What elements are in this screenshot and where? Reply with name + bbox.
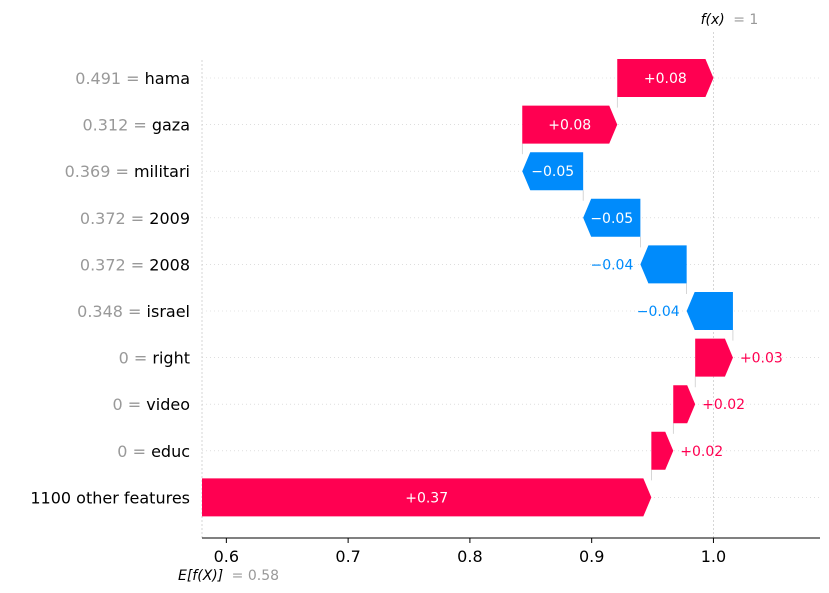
feature-label: 0.369 = militari: [65, 162, 190, 181]
feature-value: 0.491 =: [75, 69, 144, 88]
feature-label: 0 = educ: [117, 442, 190, 461]
feature-name: video: [146, 395, 190, 414]
feature-name: 1100 other features: [30, 488, 190, 507]
x-tick-label: 0.6: [214, 547, 239, 566]
feature-name: 2008: [149, 255, 190, 274]
x-tick-label: 0.9: [579, 547, 604, 566]
bar-hama: [617, 59, 714, 97]
bar-2009: [583, 198, 641, 237]
base-label: E[f(X)]: [178, 568, 223, 584]
reference-lines: [201, 32, 734, 538]
fx-label: f(x): [701, 12, 725, 28]
feature-name: 2009: [149, 209, 190, 228]
bar-educ: [651, 431, 674, 470]
feature-label: 0.372 = 2008: [80, 255, 190, 274]
bar-value-label: +0.37: [405, 490, 448, 506]
x-tick-label: 1.0: [701, 547, 726, 566]
bar-value-label: −0.05: [531, 164, 574, 180]
bar-value-label: +0.02: [680, 444, 723, 460]
bars: +0.08 +0.08 −0.05 −0.05 −0.04 −0.04 +0.03 +0.02…: [202, 59, 783, 517]
base-value-annotation: E[f(X)] = 0.58: [178, 568, 279, 584]
feature-name: hama: [145, 69, 190, 88]
feature-value: 0 =: [117, 442, 151, 461]
feature-name: educ: [151, 442, 190, 461]
bar-value-label: +0.02: [702, 397, 745, 413]
feature-label: 0.491 = hama: [75, 69, 190, 88]
bar-1100-other-features: [202, 478, 652, 517]
x-tick-label: 0.7: [335, 547, 360, 566]
feature-label: 0 = right: [119, 349, 190, 368]
feature-label: 0.348 = israel: [77, 302, 190, 321]
row-gridlines: [202, 77, 820, 498]
feature-name: right: [152, 349, 190, 368]
feature-value: 0.312 =: [82, 116, 151, 135]
feature-value: 0.369 =: [65, 162, 134, 181]
bar-value-label: −0.04: [590, 257, 633, 273]
fx-annotation: f(x) = 1: [701, 12, 759, 28]
feature-label: 1100 other features: [30, 488, 190, 507]
feature-value: 0.372 =: [80, 255, 149, 274]
bar-gaza: [522, 105, 618, 144]
x-tick-label: 0.8: [457, 547, 482, 566]
feature-value: 0.372 =: [80, 209, 149, 228]
bar-2008: [640, 245, 687, 284]
feature-label: 0.312 = gaza: [82, 116, 190, 135]
feature-name: militari: [134, 162, 190, 181]
bar-israel: [686, 292, 733, 330]
feature-value: 0 =: [113, 395, 147, 414]
bar-value-label: −0.04: [637, 304, 680, 320]
x-axis: 0.6 0.7 0.8 0.9 1.0: [202, 537, 820, 566]
feature-labels: 0.491 = hama 0.312 = gaza 0.369 = militari…: [30, 69, 190, 507]
fx-value: = 1: [733, 12, 758, 28]
bar-value-label: −0.05: [590, 211, 633, 227]
bar-value-label: +0.08: [644, 71, 687, 87]
feature-value: 0 =: [119, 349, 153, 368]
feature-name: gaza: [152, 116, 190, 135]
bar-value-label: +0.03: [740, 351, 783, 367]
bar-militari: [522, 152, 584, 191]
bar-right: [695, 338, 733, 377]
feature-value: 0.348 =: [77, 302, 146, 321]
feature-label: 0.372 = 2009: [80, 209, 190, 228]
bar-value-label: +0.08: [548, 118, 591, 134]
base-value: = 0.58: [232, 568, 279, 584]
bar-video: [673, 385, 696, 424]
feature-name: israel: [147, 302, 190, 321]
feature-label: 0 = video: [113, 395, 190, 414]
